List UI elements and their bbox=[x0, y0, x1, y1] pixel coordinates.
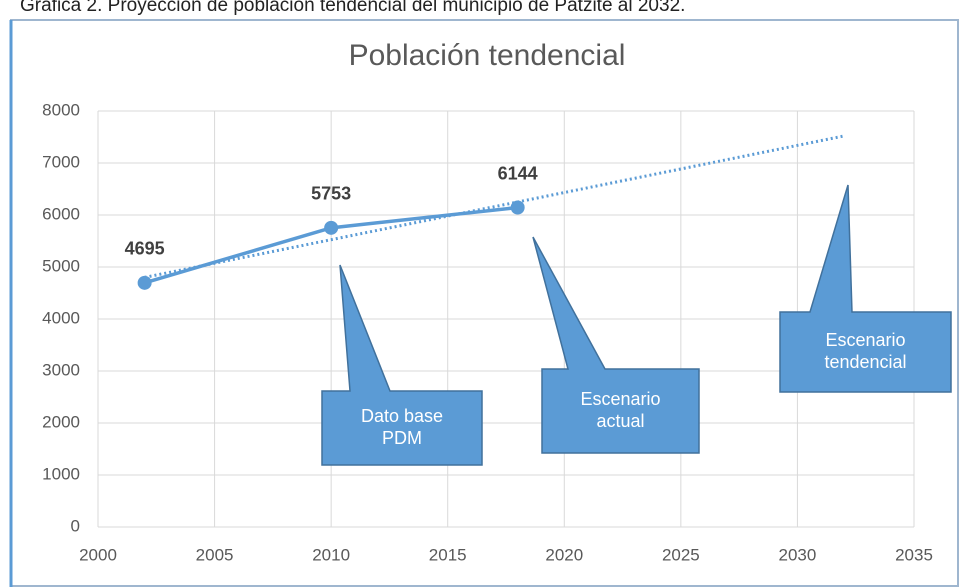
chart-frame bbox=[10, 19, 959, 587]
data-label: 4695 bbox=[125, 239, 165, 259]
callout-text: actual bbox=[596, 411, 644, 431]
callout-text: Dato base bbox=[361, 406, 443, 426]
x-tick-label: 2015 bbox=[429, 545, 467, 564]
callout-shape bbox=[321, 264, 483, 466]
data-point bbox=[137, 275, 152, 290]
callout-text: Escenario bbox=[580, 389, 660, 409]
x-tick-label: 2035 bbox=[895, 545, 933, 564]
x-tick-label: 2025 bbox=[662, 545, 700, 564]
y-tick-label: 8000 bbox=[42, 100, 80, 119]
callout-shape bbox=[532, 236, 700, 454]
callout-text: PDM bbox=[382, 428, 422, 448]
callout-text: tendencial bbox=[824, 352, 906, 372]
y-tick-label: 3000 bbox=[42, 360, 80, 379]
callout-text: Escenario bbox=[825, 330, 905, 350]
chart-title: Población tendencial bbox=[349, 39, 626, 72]
y-tick-label: 2000 bbox=[42, 412, 80, 431]
y-tick-label: 1000 bbox=[42, 464, 80, 483]
x-tick-label: 2000 bbox=[79, 545, 117, 564]
data-label: 5753 bbox=[311, 184, 351, 204]
data-point bbox=[324, 220, 339, 235]
callout-shape bbox=[779, 184, 952, 393]
y-tick-label: 7000 bbox=[42, 152, 80, 171]
x-tick-label: 2030 bbox=[779, 545, 817, 564]
y-tick-label: 4000 bbox=[42, 308, 80, 327]
caption: Gráfica 2. Proyección de población tende… bbox=[20, 0, 685, 16]
data-point bbox=[510, 200, 525, 215]
y-tick-label: 6000 bbox=[42, 204, 80, 223]
x-tick-label: 2010 bbox=[312, 545, 350, 564]
x-tick-label: 2005 bbox=[196, 545, 234, 564]
y-tick-label: 0 bbox=[71, 516, 80, 535]
x-tick-label: 2020 bbox=[545, 545, 583, 564]
y-tick-label: 5000 bbox=[42, 256, 80, 275]
trendline bbox=[144, 134, 845, 279]
data-label: 6144 bbox=[498, 163, 538, 183]
